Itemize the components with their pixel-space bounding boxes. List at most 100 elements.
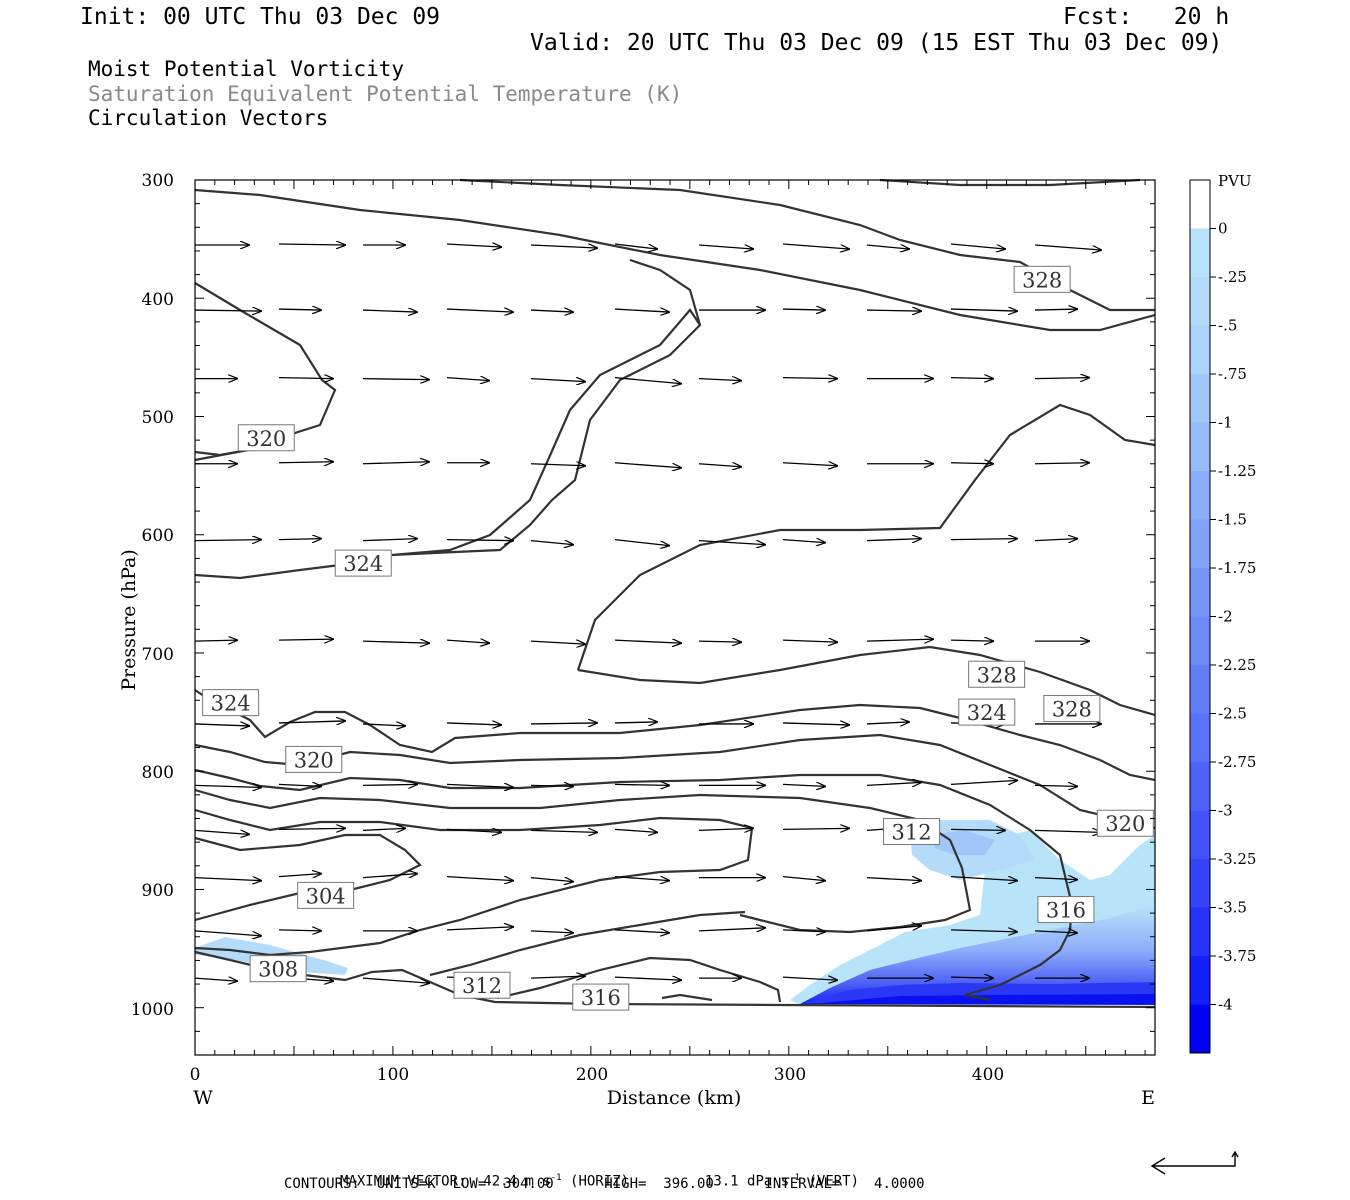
vector-arrow	[446, 784, 513, 787]
contour-label-box	[334, 549, 392, 577]
vector-arrow	[698, 245, 753, 249]
colorbar-label: -2	[1218, 608, 1233, 626]
vector-arrow	[530, 931, 573, 933]
vector-arrow	[446, 378, 489, 381]
contour-line	[577, 645, 1156, 717]
contour-label-text: 324	[343, 552, 383, 576]
contour-line	[576, 403, 1156, 671]
contour-label-box	[883, 818, 941, 846]
contour-label-box	[968, 660, 1026, 688]
contour-label-box	[249, 955, 307, 983]
vector-arrow	[782, 309, 825, 310]
vector-arrow	[866, 722, 909, 724]
contour-line	[194, 188, 1156, 332]
contour-line	[194, 768, 1074, 1002]
colorbar-swatch	[1190, 665, 1210, 714]
contour-labels: 320 324 324 320 304 308 312 316 312 316 320 324 328 3…	[202, 265, 1154, 1011]
contour-line	[194, 448, 249, 457]
vector-arrow	[614, 977, 681, 980]
x-tick-label: 400	[972, 1065, 1004, 1085]
contour-label-text: 328	[977, 663, 1017, 687]
contour-line	[661, 993, 713, 1002]
vector-arrow	[950, 780, 1017, 786]
vector-arrow	[950, 309, 1017, 311]
vector-arrow	[446, 723, 501, 725]
colorbar-swatch	[1190, 519, 1210, 569]
vector-arrow	[446, 640, 489, 643]
colorbar-swatch	[1190, 374, 1210, 423]
vector-arrow	[1034, 378, 1089, 379]
vector-arrow	[530, 723, 597, 724]
vector-arrow	[866, 310, 921, 311]
vert-vector-exp: -1	[789, 1173, 801, 1183]
vector-arrow	[446, 540, 513, 541]
vector-arrow	[782, 378, 837, 379]
vector-arrow	[446, 927, 513, 930]
contour-label-text: 312	[891, 821, 931, 845]
vector-arrow	[950, 539, 1017, 540]
vector-arrow	[530, 830, 597, 832]
theta-contours	[194, 178, 1156, 1009]
vector-arrow	[1034, 830, 1101, 832]
colorbar-label: -2.25	[1218, 656, 1256, 674]
vector-arrow	[866, 245, 909, 249]
colorbar-swatch	[1190, 1004, 1210, 1054]
vert-vector-value: 13.1 dPa s	[704, 1173, 790, 1190]
contour-line	[429, 910, 746, 977]
y-tick-label: 700	[142, 645, 174, 665]
colorbar-swatch	[1190, 180, 1210, 229]
vector-arrow	[362, 784, 417, 785]
vector-arrow	[362, 724, 405, 726]
colorbar-swatch	[1190, 907, 1210, 957]
vector-arrow	[950, 378, 993, 379]
vector-arrow	[782, 977, 837, 980]
colorbar-label: -3	[1218, 802, 1233, 820]
vector-arrow	[950, 829, 1005, 830]
mpv-shading	[195, 820, 1155, 1005]
colorbar-label: 0	[1218, 220, 1228, 238]
vector-arrow	[782, 877, 825, 881]
contour-label-box	[958, 698, 1016, 726]
y-tick-label: 300	[142, 171, 174, 191]
vector-arrow	[530, 641, 585, 644]
contour-label: 328	[1043, 695, 1101, 723]
contour-line	[194, 833, 422, 922]
vector-arrow	[362, 874, 417, 878]
vector-arrow	[362, 539, 417, 541]
vector-arrow	[782, 784, 825, 786]
y-axis: 300 400 500 600 700 800 900 1000	[131, 171, 174, 1020]
contour-label-text: 324	[211, 692, 251, 716]
contour-label: 320	[237, 424, 295, 452]
contour-line	[194, 563, 341, 580]
contour-line	[391, 308, 702, 557]
x-tick-label: 100	[377, 1065, 409, 1085]
vector-arrow	[362, 310, 417, 312]
vector-arrow	[362, 462, 429, 464]
vector-arrow	[782, 930, 825, 932]
vector-arrow	[950, 930, 1017, 932]
contour-label-box	[1043, 695, 1101, 723]
colorbar-label: -2.75	[1218, 753, 1256, 771]
vector-arrow	[446, 829, 501, 832]
contours-info: CONTOURS: UNITS=K LOW= 304.00 HIGH= 396.…	[284, 1176, 925, 1192]
horiz-vector-value: 42.4 m s	[483, 1173, 551, 1190]
contour-line	[496, 956, 782, 1003]
vector-arrow	[278, 784, 321, 786]
contour-label-box	[237, 424, 295, 452]
contour-label: 324	[958, 698, 1016, 726]
vector-arrow	[362, 977, 429, 983]
contour-label: 324	[334, 549, 392, 577]
x-axis-title: Distance (km)	[607, 1087, 742, 1109]
contour-label-text: 308	[258, 958, 298, 982]
vector-arrow	[782, 463, 837, 466]
vector-arrow	[698, 464, 741, 467]
x-tick-label: 0	[190, 1065, 201, 1085]
vector-arrow	[614, 243, 657, 249]
vector-arrow	[866, 782, 921, 785]
vector-arrow	[278, 828, 345, 829]
vector-arrow	[278, 244, 345, 245]
vector-arrow	[194, 830, 249, 834]
vector-arrow	[1034, 463, 1089, 464]
colorbar-label: -.5	[1218, 317, 1237, 335]
title-mpv: Moist Potential Vorticity	[88, 57, 405, 81]
